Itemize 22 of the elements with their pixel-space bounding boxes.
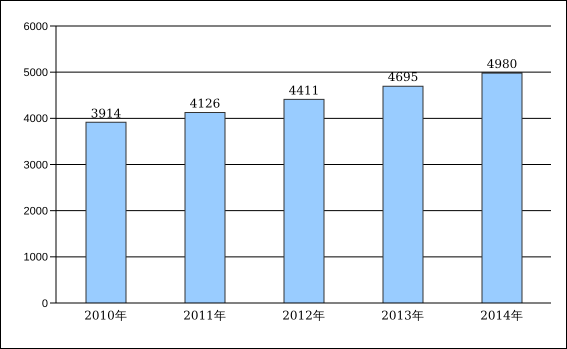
y-tick-label: 6000 — [24, 20, 48, 33]
data-label: 4980 — [486, 57, 518, 72]
data-label: 4126 — [190, 96, 220, 111]
bar — [284, 98, 324, 303]
data-label: 4695 — [388, 70, 418, 84]
x-tick-label: 2011年 — [183, 308, 226, 323]
data-label: 3914 — [90, 106, 122, 120]
y-tick-label: 3000 — [24, 159, 48, 172]
bar — [184, 112, 226, 303]
bar — [382, 86, 424, 303]
x-tick-label: 2013年 — [381, 308, 424, 323]
y-tick-label: 0 — [42, 298, 48, 310]
data-label: 4411 — [288, 83, 320, 98]
bar — [86, 122, 126, 303]
x-tick-label: 2014年 — [480, 308, 523, 323]
x-tick-label: 2010年 — [84, 308, 127, 323]
x-tick-label: 2012年 — [282, 308, 325, 323]
y-tick-label: 5000 — [24, 67, 48, 80]
y-tick-label: 1000 — [24, 252, 48, 264]
bar — [482, 72, 522, 303]
y-tick-label: 4000 — [24, 113, 48, 126]
y-tick-label: 2000 — [24, 206, 48, 218]
